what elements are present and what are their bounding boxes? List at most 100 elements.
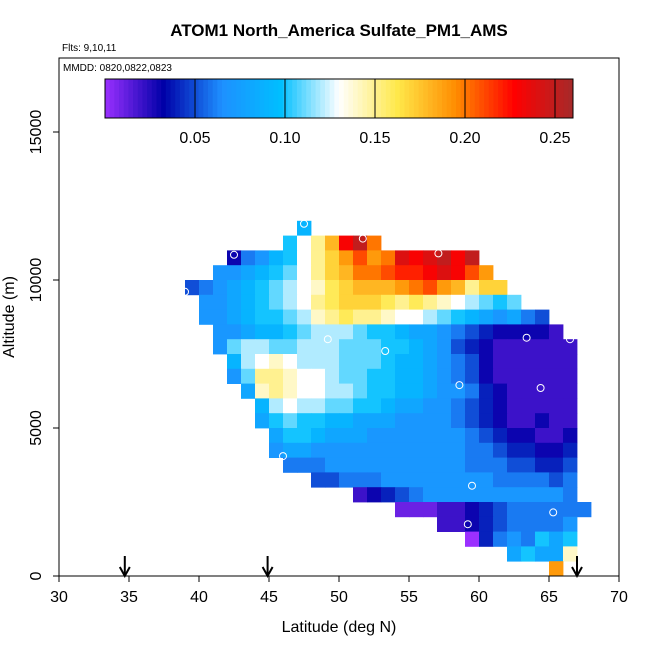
heatmap-cell xyxy=(479,516,494,532)
colorbar-swatch xyxy=(193,79,200,118)
heatmap-cell xyxy=(521,309,536,325)
colorbar-swatch xyxy=(390,79,396,118)
heatmap-cell xyxy=(311,250,326,266)
heatmap-cell xyxy=(423,250,438,266)
colorbar-swatch xyxy=(484,79,490,118)
heatmap-cell xyxy=(283,354,298,370)
colorbar-swatch xyxy=(413,79,420,118)
heatmap-cell xyxy=(521,339,536,355)
heatmap-cell xyxy=(297,294,312,310)
heatmap-cell xyxy=(465,502,480,518)
y-axis-label: Altitude (m) xyxy=(1,276,18,358)
colorbar-tick-label: 0.20 xyxy=(449,130,480,147)
heatmap-cell xyxy=(367,354,382,370)
heatmap-cell xyxy=(493,531,508,547)
colorbar-tick-label: 0.25 xyxy=(539,130,570,147)
heatmap-cell xyxy=(381,309,396,325)
heatmap-cell xyxy=(325,294,340,310)
sample-circle xyxy=(323,335,332,344)
y-tick-label: 5000 xyxy=(28,410,45,446)
heatmap-cell xyxy=(395,442,410,458)
colorbar-swatch xyxy=(310,79,317,118)
heatmap-cell xyxy=(521,354,536,370)
heatmap-cell xyxy=(521,457,536,473)
heatmap-cell xyxy=(465,324,480,340)
heatmap-cell xyxy=(479,531,494,547)
heatmap-cell xyxy=(549,383,564,399)
heatmap-cell xyxy=(297,220,312,236)
colorbar-swatch xyxy=(119,79,125,118)
heatmap-cell xyxy=(367,235,382,251)
heatmap-cell xyxy=(325,472,340,488)
heatmap-cell xyxy=(325,354,340,370)
heatmap-cell xyxy=(269,265,284,281)
heatmap-cell xyxy=(269,294,284,310)
heatmap-cell xyxy=(423,339,438,355)
heatmap-cell xyxy=(283,383,298,399)
colorbar-swatch xyxy=(268,79,274,118)
heatmap-cell xyxy=(269,354,284,370)
x-tick-label: 70 xyxy=(610,589,628,606)
colorbar-swatch xyxy=(526,79,532,118)
heatmap-cell xyxy=(311,339,326,355)
heatmap-cell xyxy=(241,339,256,355)
heatmap-cell xyxy=(269,324,284,340)
heatmap-cell xyxy=(297,324,312,340)
heatmap-cell xyxy=(479,457,494,473)
heatmap-cell xyxy=(269,442,284,458)
heatmap-cell xyxy=(409,502,424,518)
colorbar-swatch xyxy=(549,79,555,118)
colorbar-swatch xyxy=(385,79,391,118)
colorbar-swatch xyxy=(432,79,438,118)
heatmap-cell xyxy=(367,324,382,340)
heatmap-cell xyxy=(437,354,452,370)
heatmap-cell xyxy=(451,398,466,414)
sample-circle xyxy=(381,347,390,355)
heatmap-cell xyxy=(367,472,382,488)
sample-circle xyxy=(468,481,476,490)
heatmap-cell xyxy=(283,294,298,310)
heatmap-cell xyxy=(339,368,354,384)
colorbar-tick-label: 0.05 xyxy=(179,130,210,147)
heatmap-cell xyxy=(409,383,424,399)
heatmap-cell xyxy=(451,309,466,325)
heatmap-cell xyxy=(479,368,494,384)
colorbar-swatch xyxy=(540,79,546,118)
heatmap-cell xyxy=(395,294,410,310)
heatmap-cell xyxy=(479,428,494,444)
colorbar-swatch xyxy=(217,79,223,118)
heatmap-cell xyxy=(339,250,354,266)
heatmap-cell xyxy=(381,354,396,370)
heatmap-cell xyxy=(255,250,270,266)
heatmap-cell xyxy=(563,516,578,532)
heatmap-cell xyxy=(493,309,508,325)
heatmap-cell xyxy=(563,487,578,503)
heatmap-cell xyxy=(535,442,550,458)
heatmap-cell xyxy=(325,383,340,399)
heatmap-cell xyxy=(437,368,452,384)
heatmap-cell xyxy=(465,309,480,325)
heatmap-cell xyxy=(451,413,466,429)
heatmap-cell xyxy=(381,339,396,355)
heatmap-cell xyxy=(241,265,256,281)
heatmap-cell xyxy=(423,354,438,370)
heatmap-cell xyxy=(353,383,368,399)
heatmap-cell xyxy=(549,516,564,532)
heatmap-cell xyxy=(325,413,340,429)
colorbar-swatch xyxy=(320,79,326,118)
heatmap-cell xyxy=(437,339,452,355)
heatmap-cell xyxy=(437,398,452,414)
colorbar-swatch xyxy=(170,79,176,118)
heatmap-cell xyxy=(255,280,270,296)
heatmap-cell xyxy=(465,398,480,414)
heatmap-cell xyxy=(423,428,438,444)
heatmap-cell xyxy=(227,368,242,384)
heatmap-cell xyxy=(213,339,228,355)
colorbar-swatch xyxy=(329,79,335,118)
heatmap-cell xyxy=(395,502,410,518)
heatmap-cell xyxy=(199,309,214,325)
heatmap-cell xyxy=(507,294,522,310)
heatmap-cell xyxy=(521,413,536,429)
colorbar-swatch xyxy=(161,79,167,118)
heatmap-cell xyxy=(283,428,298,444)
